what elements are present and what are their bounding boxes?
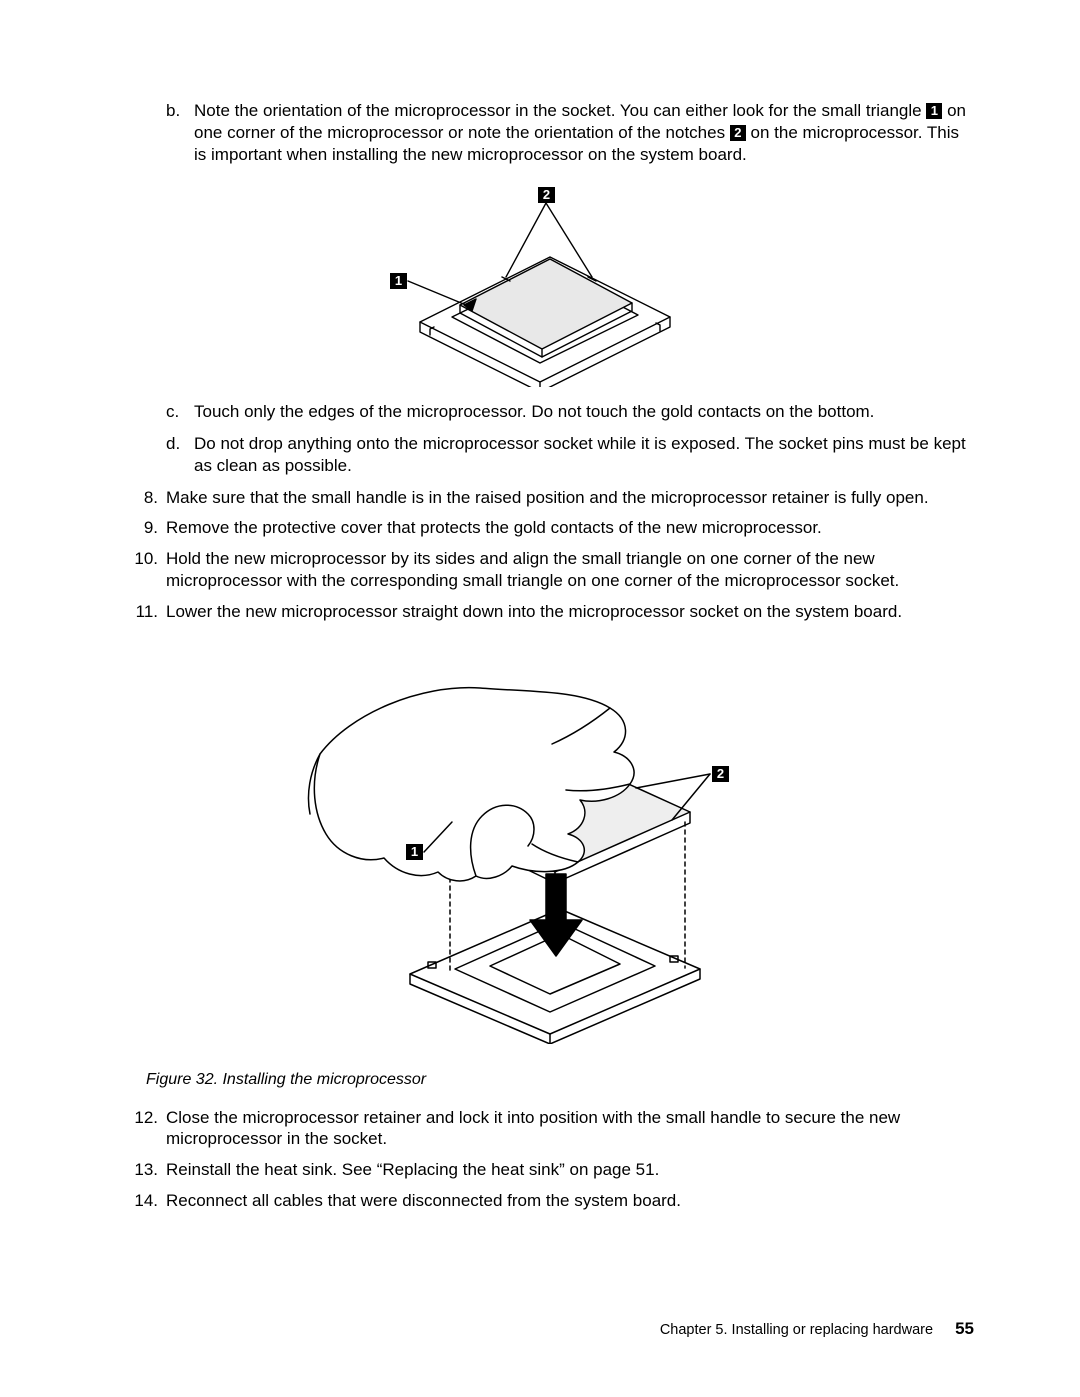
list-item-8: 8. Make sure that the small handle is in… — [126, 487, 974, 509]
list-item-d: d. Do not drop anything onto the micropr… — [166, 433, 974, 477]
sub-list-alpha: b. Note the orientation of the microproc… — [166, 100, 974, 165]
sub-list-alpha-contd: c. Touch only the edges of the microproc… — [166, 401, 974, 476]
list-item-9: 9. Remove the protective cover that prot… — [126, 517, 974, 539]
body-content: b. Note the orientation of the microproc… — [106, 100, 974, 1212]
list-marker: c. — [166, 401, 179, 423]
list-item-12: 12. Close the microprocessor retainer an… — [126, 1107, 974, 1151]
list-marker: 12. — [126, 1107, 158, 1129]
text-run: Hold the new microprocessor by its sides… — [166, 549, 899, 590]
callout-1-icon: 1 — [390, 273, 407, 289]
list-item-10: 10. Hold the new microprocessor by its s… — [126, 548, 974, 592]
list-item-11: 11. Lower the new microprocessor straigh… — [126, 601, 974, 623]
list-marker: 9. — [126, 517, 158, 539]
page-footer: Chapter 5. Installing or replacing hardw… — [660, 1319, 974, 1339]
text-run: Remove the protective cover that protect… — [166, 518, 822, 537]
list-item-b: b. Note the orientation of the microproc… — [166, 100, 974, 165]
figure-socket-orientation: 2 1 — [106, 177, 974, 387]
text-run: Do not drop anything onto the microproce… — [194, 434, 966, 475]
text-run: Reinstall the heat sink. See “Replacing … — [166, 1160, 659, 1179]
callout-2-icon: 2 — [712, 766, 729, 782]
text-run: Note the orientation of the microprocess… — [194, 101, 926, 120]
list-marker: d. — [166, 433, 180, 455]
list-marker: 14. — [126, 1190, 158, 1212]
numbered-list: 8. Make sure that the small handle is in… — [126, 487, 974, 623]
callout-2-inline: 2 — [730, 125, 746, 141]
list-item-14: 14. Reconnect all cables that were disco… — [126, 1190, 974, 1212]
figure-install-cpu: 1 2 — [106, 644, 974, 1044]
text-run: Make sure that the small handle is in th… — [166, 488, 929, 507]
text-run: Touch only the edges of the microprocess… — [194, 402, 874, 421]
text-run: Reconnect all cables that were disconnec… — [166, 1191, 681, 1210]
footer-chapter: Chapter 5. Installing or replacing hardw… — [660, 1322, 933, 1338]
figure-caption: Figure 32. Installing the microprocessor — [146, 1070, 974, 1090]
socket-diagram-icon: 2 1 — [360, 177, 720, 387]
list-marker: b. — [166, 100, 180, 122]
footer-page-number: 55 — [955, 1319, 974, 1338]
numbered-list-contd: 12. Close the microprocessor retainer an… — [126, 1107, 974, 1212]
text-run: Close the microprocessor retainer and lo… — [166, 1108, 900, 1149]
page: b. Note the orientation of the microproc… — [0, 0, 1080, 1397]
list-marker: 10. — [126, 548, 158, 570]
text-run: Lower the new microprocessor straight do… — [166, 602, 902, 621]
list-marker: 11. — [126, 601, 158, 623]
list-marker: 13. — [126, 1159, 158, 1181]
list-marker: 8. — [126, 487, 158, 509]
callout-2-icon: 2 — [538, 187, 555, 203]
callout-1-icon: 1 — [406, 844, 423, 860]
list-item-c: c. Touch only the edges of the microproc… — [166, 401, 974, 423]
list-item-13: 13. Reinstall the heat sink. See “Replac… — [126, 1159, 974, 1181]
install-diagram-icon: 1 2 — [280, 644, 800, 1044]
callout-1-inline: 1 — [926, 103, 942, 119]
